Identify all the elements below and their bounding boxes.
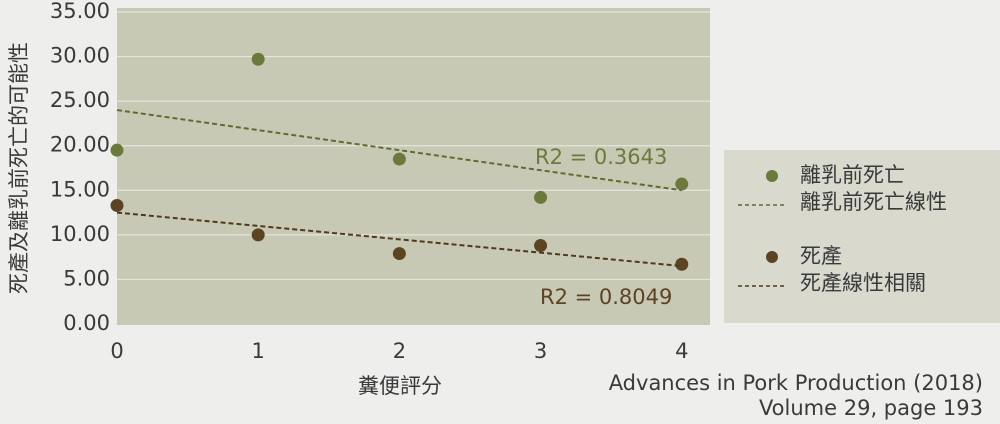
source: Advances in Pork Production (2018) — [609, 371, 983, 395]
data-point — [675, 177, 689, 191]
x-tick-label: 2 — [393, 339, 406, 363]
y-tick-label: 25.00 — [50, 88, 110, 112]
data-point — [392, 152, 406, 166]
y-tick-label: 35.00 — [50, 0, 110, 23]
data-point — [534, 239, 548, 253]
data-point — [392, 247, 406, 261]
data-point — [251, 52, 265, 66]
annotation: R2 = 0.3643 — [535, 145, 667, 169]
y-tick-label: 0.00 — [63, 311, 110, 335]
y-tick-label: 15.00 — [50, 177, 110, 201]
y-tick-label: 30.00 — [50, 44, 110, 68]
legend-label: 死產 — [800, 244, 842, 268]
y-tick-label: 10.00 — [50, 222, 110, 246]
y-axis-label: 死產及離乳前死亡的可能性 — [7, 42, 31, 294]
x-tick-label: 4 — [675, 339, 688, 363]
legend-label: 離乳前死亡線性 — [800, 190, 947, 214]
x-tick-label: 1 — [252, 339, 265, 363]
x-tick-label: 0 — [110, 339, 123, 363]
legend-marker — [766, 251, 778, 263]
annotation: R2 = 0.8049 — [540, 285, 672, 309]
legend-label: 離乳前死亡 — [800, 163, 905, 187]
data-point — [675, 257, 689, 271]
y-tick-label: 20.00 — [50, 133, 110, 157]
data-point — [110, 143, 124, 157]
source: Volume 29, page 193 — [759, 396, 983, 420]
x-tick-label: 3 — [534, 339, 547, 363]
legend-label: 死產線性相關 — [800, 271, 926, 295]
trend-line — [116, 211, 682, 268]
data-point — [110, 198, 124, 212]
plot-area — [117, 8, 710, 325]
trend-line — [116, 109, 682, 192]
data-point — [534, 190, 548, 204]
data-point — [251, 228, 265, 242]
legend-marker — [766, 170, 778, 182]
x-axis-label: 糞便評分 — [358, 374, 442, 398]
y-tick-label: 5.00 — [63, 266, 110, 290]
